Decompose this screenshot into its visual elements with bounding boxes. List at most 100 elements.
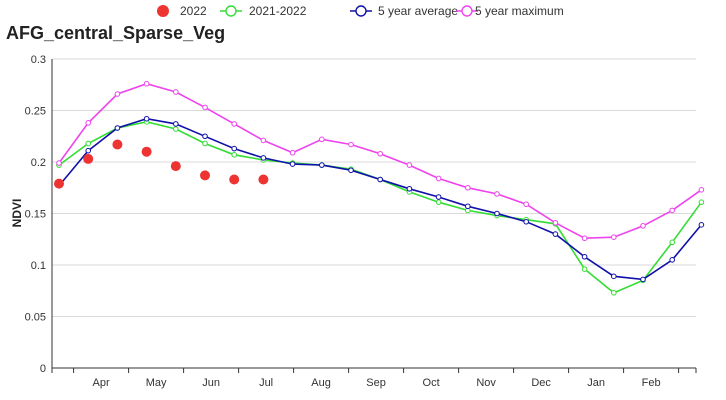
series-line [58,117,703,281]
data-point [611,273,617,280]
legend-swatch-marker [225,5,237,17]
data-point [319,162,325,168]
data-point [85,147,91,154]
legend-swatch [157,5,169,17]
data-point [435,199,442,205]
data-point [611,290,617,296]
x-tick-label: Nov [476,377,496,389]
data-point [83,153,94,164]
x-tick-label: Sep [366,377,386,389]
y-tick-label: 0.1 [31,260,46,272]
data-point [173,121,179,127]
data-point [552,231,559,237]
data-point [552,219,559,226]
legend-label: 5 year maximum [475,4,564,18]
x-tick-label: May [146,377,167,389]
data-point [640,223,646,229]
data-point [202,104,208,111]
series-5-year-average [56,115,705,283]
data-point [173,126,179,132]
data-point [260,155,267,161]
legend: 2022 2021-2022 5 year average 5 year maximu… [157,4,564,18]
data-point [406,162,413,168]
data-point [289,161,296,167]
data-point [319,136,325,143]
data-point [494,210,500,217]
series-line [58,120,703,294]
x-tick-label: Jul [259,377,273,389]
legend-label: 5 year average [378,4,458,18]
data-point [465,203,471,210]
y-tick-label: 0.05 [25,312,46,324]
legend-item: 2022 [157,4,207,18]
data-point [258,174,269,185]
data-point [141,146,152,157]
x-tick-label: Dec [531,377,551,389]
data-point [229,174,240,185]
data-point [435,175,442,182]
data-point [698,199,705,205]
data-point [377,176,384,183]
data-point [523,201,530,208]
y-tick-label: 0.25 [25,106,46,118]
series-layer [54,80,705,296]
data-point [406,185,413,192]
data-point [669,257,676,263]
data-point [377,150,384,157]
data-point [581,253,588,260]
series-line [58,82,702,240]
chart-title: AFG_central_Sparse_Veg [6,23,225,43]
legend-item: 5 year average [350,4,458,18]
y-tick-label: 0 [40,363,46,375]
y-tick-label: 0.15 [25,209,46,221]
data-point [200,170,210,181]
data-point [523,218,530,225]
data-point [260,137,267,144]
data-point [202,140,208,147]
y-axis-label: NDVI [10,199,24,228]
legend-label: 2022 [180,4,207,18]
data-point [698,187,705,193]
data-point [143,115,150,122]
y-tick-label: 0.2 [31,157,46,169]
data-point [581,266,588,272]
data-point [56,160,62,166]
data-point [465,184,471,191]
legend-item: 2021-2022 [220,4,307,18]
data-point [581,235,588,242]
data-point [143,80,150,87]
series-2021-2022 [56,119,705,296]
data-point [173,89,179,95]
data-point [231,151,237,158]
data-point [170,161,181,172]
data-point [231,121,237,127]
data-point [348,141,354,148]
data-point [494,191,500,197]
data-point [640,276,646,283]
data-point [85,140,91,147]
data-point [202,133,208,140]
legend-swatch-marker [355,5,367,17]
x-tick-label: Feb [642,377,661,389]
x-tick-label: Jan [587,377,605,389]
x-tick-label: Jun [202,377,220,389]
data-point [114,91,121,97]
data-point [669,239,676,246]
series-5-year-maximum [56,80,705,242]
data-point [611,234,617,240]
x-tick-label: Apr [93,377,110,389]
axes: 0 0.05 0.1 0.15 0.2 0.25 0.3 Apr May Jun Jul Aug Sep… [25,54,697,389]
x-tick-label: Aug [311,377,331,389]
data-point [348,167,354,174]
data-point [435,194,442,200]
series-2022 [54,139,269,189]
x-tick-label: Oct [423,377,440,389]
data-point [112,139,123,150]
y-tick-label: 0.3 [31,54,46,66]
data-point [289,149,296,156]
data-point [114,125,121,131]
data-point [231,145,237,152]
legend-swatch-marker [461,5,473,17]
legend-label: 2021-2022 [249,4,307,18]
